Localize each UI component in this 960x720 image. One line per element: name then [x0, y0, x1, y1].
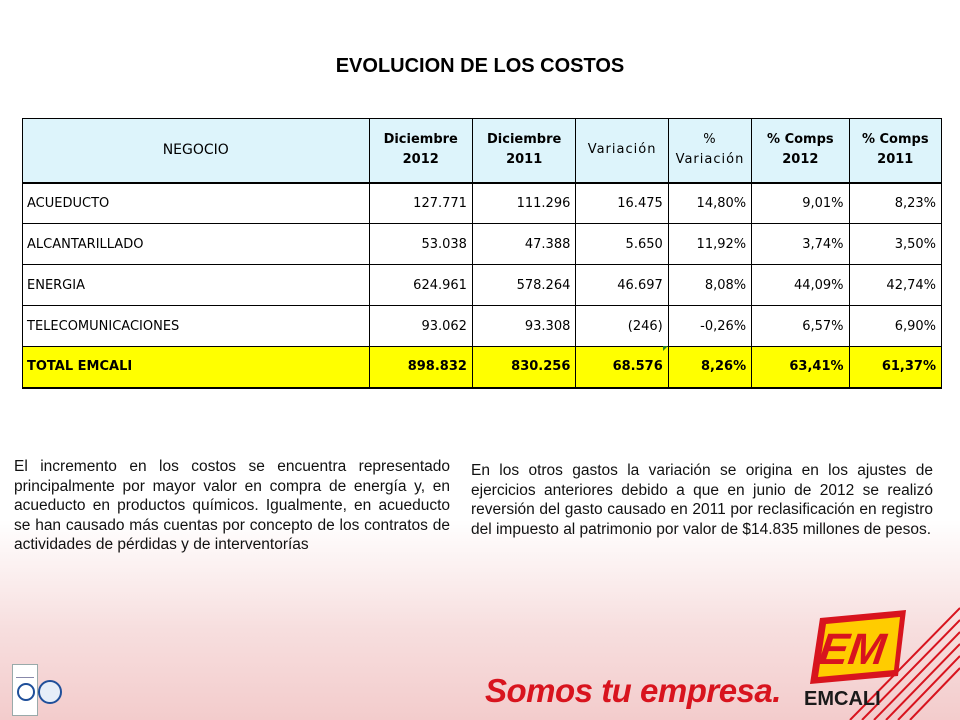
- row-negocio: ACUEDUCTO: [22, 181, 370, 224]
- header-dic-2011: Diciembre 2011: [471, 118, 577, 183]
- total-dic-2012: 898.832: [368, 346, 473, 389]
- cell-pct-variacion: -0,26%: [667, 305, 753, 347]
- cell-comps-2012: 44,09%: [751, 264, 850, 306]
- footer-gradient-background: [0, 520, 960, 720]
- page-title: EVOLUCION DE LOS COSTOS: [335, 55, 625, 77]
- table-row: ACUEDUCTO 127.771 111.296 16.475 14,80% …: [22, 181, 943, 224]
- cell-pct-variacion: 8,08%: [667, 264, 753, 306]
- cell-comps-2011: 42,74%: [848, 264, 943, 306]
- total-variacion: 68.576: [575, 346, 669, 389]
- cell-dic-2011: 111.296: [471, 181, 577, 224]
- cell-comps-2011: 3,50%: [848, 223, 943, 265]
- cell-comps-2012: 9,01%: [751, 181, 850, 224]
- table-header-row: NEGOCIO Diciembre 2012 Diciembre 2011 Vari…: [22, 118, 943, 183]
- table-row: ALCANTARILLADO 53.038 47.388 5.650 11,92…: [22, 223, 943, 265]
- cell-dic-2011: 578.264: [471, 264, 577, 306]
- header-pct-variacion: % Variación: [667, 118, 753, 183]
- total-comps-2011: 61,37%: [848, 346, 943, 389]
- header-comps-2012: % Comps 2012: [751, 118, 850, 183]
- cell-dic-2012: 624.961: [368, 264, 473, 306]
- header-negocio: NEGOCIO: [22, 118, 370, 183]
- total-dic-2011: 830.256: [471, 346, 577, 389]
- cell-dic-2012: 127.771: [368, 181, 473, 224]
- decorative-red-lines: [849, 607, 960, 720]
- cell-comment-marker: [663, 346, 668, 351]
- header-comps-2011: % Comps 2011: [848, 118, 943, 183]
- cell-comps-2011: 6,90%: [848, 305, 943, 347]
- table-row: ENERGIA 624.961 578.264 46.697 8,08% 44,…: [22, 264, 943, 306]
- cell-dic-2011: 47.388: [471, 223, 577, 265]
- row-negocio: ALCANTARILLADO: [22, 223, 370, 265]
- seal-emblem-icon: [17, 683, 35, 701]
- analysis-paragraph-right: En los otros gastos la variación se orig…: [471, 462, 933, 538]
- cell-variacion: 16.475: [575, 181, 669, 224]
- seal-header-stripe: [16, 669, 34, 678]
- cell-variacion: 46.697: [575, 264, 669, 306]
- quality-seal-icon: [38, 680, 62, 704]
- row-negocio: TELECOMUNICACIONES: [22, 305, 370, 347]
- cell-comps-2012: 6,57%: [751, 305, 850, 347]
- cell-variacion: (246): [575, 305, 669, 347]
- total-label: TOTAL EMCALI: [22, 346, 370, 389]
- header-dic-2012: Diciembre 2012: [368, 118, 473, 183]
- header-variacion: Variación: [575, 118, 669, 183]
- slogan-text: Somos tu empresa.: [485, 672, 781, 709]
- cell-comps-2012: 3,74%: [751, 223, 850, 265]
- total-comps-2012: 63,41%: [751, 346, 850, 389]
- brand-name: EMCALI: [804, 688, 881, 710]
- logo-em-letters: EM: [816, 625, 890, 674]
- total-row: TOTAL EMCALI 898.832 830.256 68.576 8,26…: [22, 346, 943, 389]
- cell-comps-2011: 8,23%: [848, 181, 943, 224]
- certification-seal-icon: [12, 664, 38, 716]
- cell-dic-2012: 93.062: [368, 305, 473, 347]
- analysis-paragraph-left: El incremento en los costos se encuentra…: [14, 458, 450, 553]
- cell-dic-2012: 53.038: [368, 223, 473, 265]
- total-pct-variacion: 8,26%: [667, 346, 753, 389]
- cell-variacion: 5.650: [575, 223, 669, 265]
- cell-pct-variacion: 14,80%: [667, 181, 753, 224]
- cell-dic-2011: 93.308: [471, 305, 577, 347]
- emcali-logo-icon: EM: [810, 610, 906, 684]
- costs-table: NEGOCIO Diciembre 2012 Diciembre 2011 Vari…: [22, 118, 943, 389]
- row-negocio: ENERGIA: [22, 264, 370, 306]
- cell-pct-variacion: 11,92%: [667, 223, 753, 265]
- table-row: TELECOMUNICACIONES 93.062 93.308 (246) -…: [22, 305, 943, 347]
